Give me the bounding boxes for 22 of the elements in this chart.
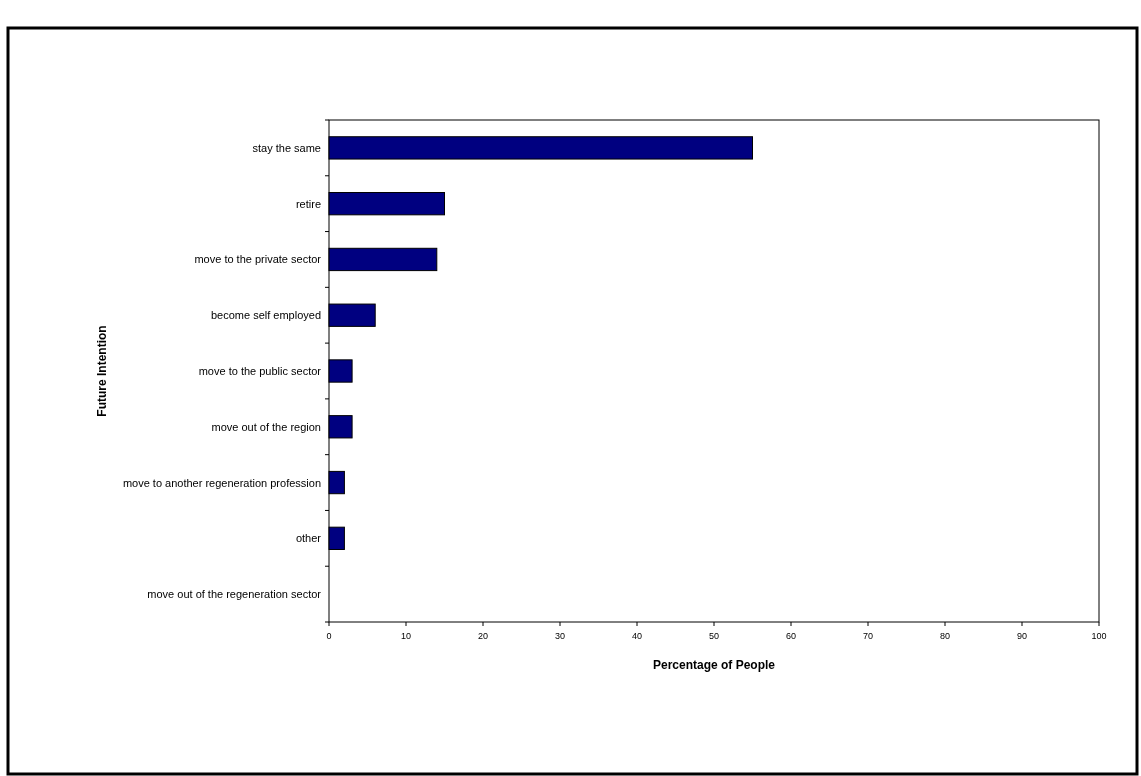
y-tick-label: move out of the region xyxy=(211,420,321,433)
x-tick-label: 70 xyxy=(862,631,874,641)
x-tick-label: 100 xyxy=(1091,631,1107,641)
x-tick-label: 10 xyxy=(400,631,412,641)
x-tick-label: 90 xyxy=(1016,631,1028,641)
x-axis-title: Percentage of People xyxy=(652,658,776,672)
y-tick-label: other xyxy=(295,532,322,545)
y-tick-label: move out of the regeneration sector xyxy=(147,588,322,601)
x-tick-label: 20 xyxy=(477,631,489,641)
y-tick-label: move to the private sector xyxy=(194,253,322,266)
x-tick-label: 30 xyxy=(554,631,566,641)
x-tick-label: 60 xyxy=(785,631,797,641)
y-axis-title: Future Intention xyxy=(95,325,109,417)
y-tick-label: retire xyxy=(295,197,321,210)
y-tick-label: move to another regeneration profession xyxy=(122,476,321,489)
x-tick-label: 40 xyxy=(631,631,643,641)
y-tick-label: become self employed xyxy=(210,309,321,322)
x-tick-label: 50 xyxy=(708,631,720,641)
x-tick-label: 80 xyxy=(939,631,951,641)
y-tick-label: move to the public sector xyxy=(198,365,322,377)
y-tick-label: stay the same xyxy=(252,141,321,154)
x-tick-label: 0 xyxy=(326,631,332,641)
